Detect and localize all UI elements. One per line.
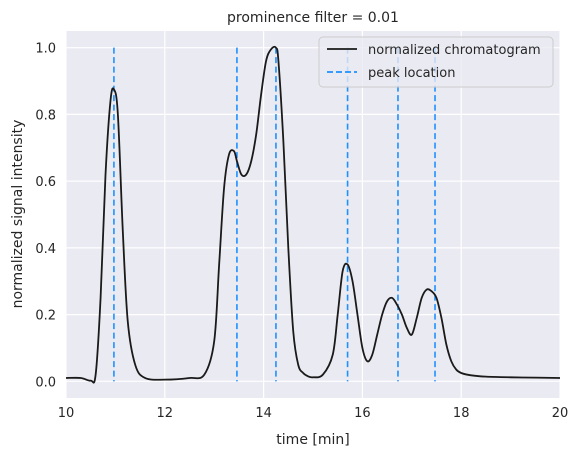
y-tick-label: 0.2 [35,309,56,324]
legend-label-chromatogram: normalized chromatogram [368,43,541,58]
y-tick-label: 0.4 [35,242,56,257]
x-tick-label: 18 [453,406,470,421]
x-tick-label: 10 [58,406,75,421]
chart-title: prominence filter = 0.01 [227,10,399,26]
legend-label-peak-location: peak location [368,66,455,81]
x-tick-label: 14 [255,406,272,421]
x-tick-label: 20 [552,406,569,421]
y-tick-label: 0.6 [35,175,56,190]
y-tick-label: 1.0 [35,42,56,57]
chromatogram-line [65,45,561,384]
x-axis-ticks: 10 12 14 16 18 20 [58,406,569,421]
legend-box [318,36,554,88]
legend: normalized chromatogram peak location [318,36,554,88]
grid [65,31,561,398]
series-layer [65,45,561,384]
y-tick-label: 0.0 [35,375,56,390]
y-axis-label: normalized signal intensity [10,120,26,309]
y-tick-label: 0.8 [35,108,56,123]
plot-background [66,31,560,398]
y-axis-ticks: 0.0 0.2 0.4 0.6 0.8 1.0 [35,42,56,391]
x-axis-label: time [min] [276,432,349,448]
x-tick-label: 16 [354,406,371,421]
x-tick-label: 12 [157,406,174,421]
